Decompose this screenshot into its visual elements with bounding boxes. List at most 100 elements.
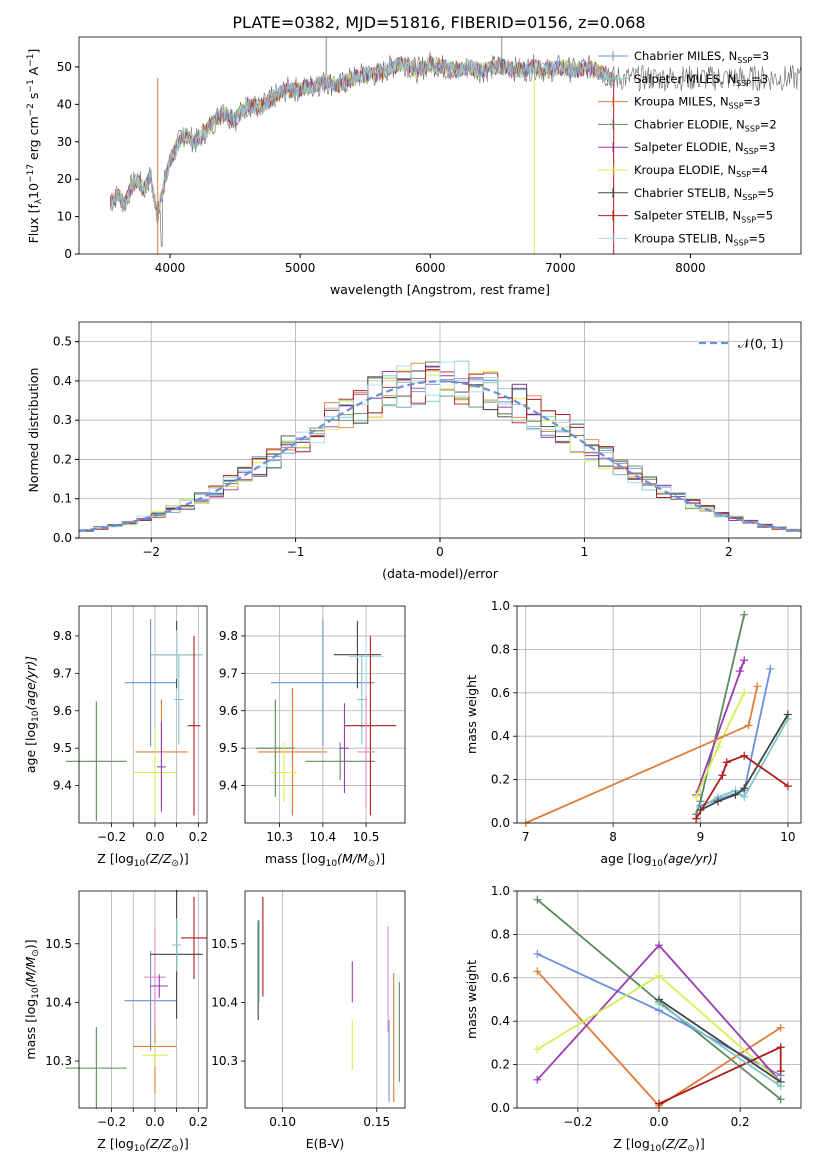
age-weight-ytick-label: 0.4 <box>491 729 510 743</box>
mass-age-ytick-label: 9.6 <box>219 704 238 718</box>
age-weight-xtick-label: 10 <box>780 830 795 844</box>
z-weight-marker <box>533 1075 542 1084</box>
spectrum-series-c8 <box>109 56 616 214</box>
age-weight-marker <box>753 682 762 691</box>
z-weight-marker <box>533 895 542 904</box>
legend-label: Salpeter MILES, NSSP=3 <box>634 72 768 88</box>
residuals-ytick-label: 0.3 <box>53 413 72 427</box>
spectrum-ytick-label: 0 <box>64 247 72 261</box>
z-age-xtick-label: 0.2 <box>189 830 208 844</box>
spectrum-ytick-label: 50 <box>57 60 72 74</box>
age-weight-xtick-label: 9 <box>697 830 705 844</box>
z-weight-marker <box>776 1095 785 1104</box>
legend-label: Salpeter ELODIE, NSSP=3 <box>634 140 776 156</box>
z-age-ytick-label: 9.4 <box>53 779 72 793</box>
z-weight-ytick-label: 0.6 <box>491 971 510 985</box>
spectrum-series-c0 <box>109 55 616 224</box>
z-age-xtick-label: 0.0 <box>145 830 164 844</box>
age-weight-series-c0 <box>700 668 772 807</box>
z-mass-ylabel: mass [log10(M/M⊙)] <box>23 939 41 1059</box>
z-weight-marker <box>533 967 542 976</box>
ebv-mass-xtick-label: 0.10 <box>269 1115 296 1129</box>
age-weight-marker <box>740 688 749 697</box>
z-mass-ytick-label: 10.5 <box>45 937 72 951</box>
age-weight-marker <box>740 784 749 793</box>
age-weight-ytick-label: 0.8 <box>491 642 510 656</box>
age-weight-ylabel: mass weight <box>464 675 479 754</box>
z-weight-ytick-label: 1.0 <box>491 884 510 898</box>
ebv-mass-ytick-label: 10.3 <box>211 1054 238 1068</box>
legend-label: Chabrier MILES, NSSP=3 <box>634 49 769 65</box>
residuals-ytick-label: 0.4 <box>53 374 72 388</box>
z-weight-marker <box>776 1043 785 1052</box>
z-weight-marker <box>655 941 663 950</box>
age-weight-marker <box>718 771 727 780</box>
z-weight-marker <box>776 1023 785 1032</box>
z-weight-series-c6 <box>658 998 782 1083</box>
age-weight-marker <box>722 758 731 767</box>
mass-age-ytick-label: 9.7 <box>219 666 238 680</box>
z-weight-marker <box>655 971 663 980</box>
legend-label: Kroupa ELODIE, NSSP=4 <box>634 163 768 179</box>
z-mass-xtick-label: −0.2 <box>97 1115 126 1129</box>
residuals-xtick-label: −2 <box>142 545 160 559</box>
legend-label: Salpeter STELIB, NSSP=5 <box>634 209 773 225</box>
age-weight-ytick-label: 0.2 <box>491 773 510 787</box>
ebv-mass-xtick-label: 0.15 <box>363 1115 390 1129</box>
z-weight-ytick-label: 0.8 <box>491 927 510 941</box>
age-weight-ytick-label: 1.0 <box>491 599 510 613</box>
age-weight-xtick-label: 7 <box>522 830 530 844</box>
age-weight-marker <box>735 667 744 676</box>
ebv-mass-xlabel: E(B-V) <box>306 1136 345 1151</box>
z-weight-ytick-label: 0.2 <box>491 1058 510 1072</box>
spectrum-ylabel: Flux [fλ10−17 erg cm−2 s−1 A−1] <box>26 49 44 244</box>
mass-age-frame <box>244 605 406 824</box>
age-weight-ytick-label: 0.6 <box>491 686 510 700</box>
figure-title: PLATE=0382, MJD=51816, FIBERID=0156, z=0… <box>232 13 645 32</box>
residuals-ytick-label: 0.2 <box>53 452 72 466</box>
age-weight-marker <box>692 814 701 823</box>
mass-age-xlabel: mass [log10(M/M⊙)] <box>265 851 385 869</box>
spectrum-ytick-label: 20 <box>57 172 72 186</box>
z-weight-xtick-label: −0.2 <box>563 1115 592 1129</box>
age-weight-marker <box>731 790 740 799</box>
spectrum-xlabel: wavelength [Angstrom, rest frame] <box>330 282 550 297</box>
age-weight-frame <box>516 605 802 824</box>
z-mass-xtick-label: 0.0 <box>145 1115 164 1129</box>
age-weight-ytick-label: 0.0 <box>491 816 510 830</box>
spectrum-xtick-label: 7000 <box>545 261 576 275</box>
age-weight-marker <box>740 792 749 801</box>
legend-label: Chabrier ELODIE, NSSP=2 <box>634 117 777 133</box>
residuals-frame <box>78 321 802 539</box>
residuals-ylabel: Normed distribution <box>26 368 41 493</box>
ebv-mass-ytick-label: 10.4 <box>211 995 238 1009</box>
age-weight-marker <box>713 743 722 752</box>
mass-age-ytick-label: 9.8 <box>219 629 238 643</box>
z-weight-series-c7 <box>658 1045 782 1105</box>
ebv-mass-frame <box>244 890 406 1109</box>
age-weight-xtick-label: 8 <box>609 830 617 844</box>
residuals-ytick-label: 0.0 <box>53 531 72 545</box>
z-weight-marker <box>776 1067 785 1076</box>
residuals-xtick-label: 0 <box>436 545 444 559</box>
spectrum-xtick-label: 6000 <box>415 261 446 275</box>
age-weight-marker <box>766 664 775 673</box>
z-weight-series-c1 <box>658 1003 782 1088</box>
z-mass-ytick-label: 10.4 <box>45 995 72 1009</box>
legend-label: Kroupa MILES, NSSP=3 <box>634 95 760 111</box>
spectrum-frame <box>78 36 802 255</box>
z-age-ytick-label: 9.8 <box>53 629 72 643</box>
z-weight-frame <box>516 890 802 1109</box>
z-age-ytick-label: 9.5 <box>53 741 72 755</box>
z-weight-xtick-label: 0.2 <box>731 1115 750 1129</box>
z-weight-marker <box>655 1099 663 1108</box>
z-age-ytick-label: 9.6 <box>53 704 72 718</box>
spectrum-ytick-label: 40 <box>57 97 72 111</box>
z-weight-marker <box>655 999 663 1008</box>
z-mass-xlabel: Z [log10(Z/Z⊙)] <box>97 1136 188 1154</box>
z-age-xlabel: Z [log10(Z/Z⊙)] <box>97 851 188 869</box>
ebv-mass-ytick-label: 10.5 <box>211 937 238 951</box>
residuals-xtick-label: 1 <box>581 545 589 559</box>
z-weight-marker <box>776 1082 785 1091</box>
